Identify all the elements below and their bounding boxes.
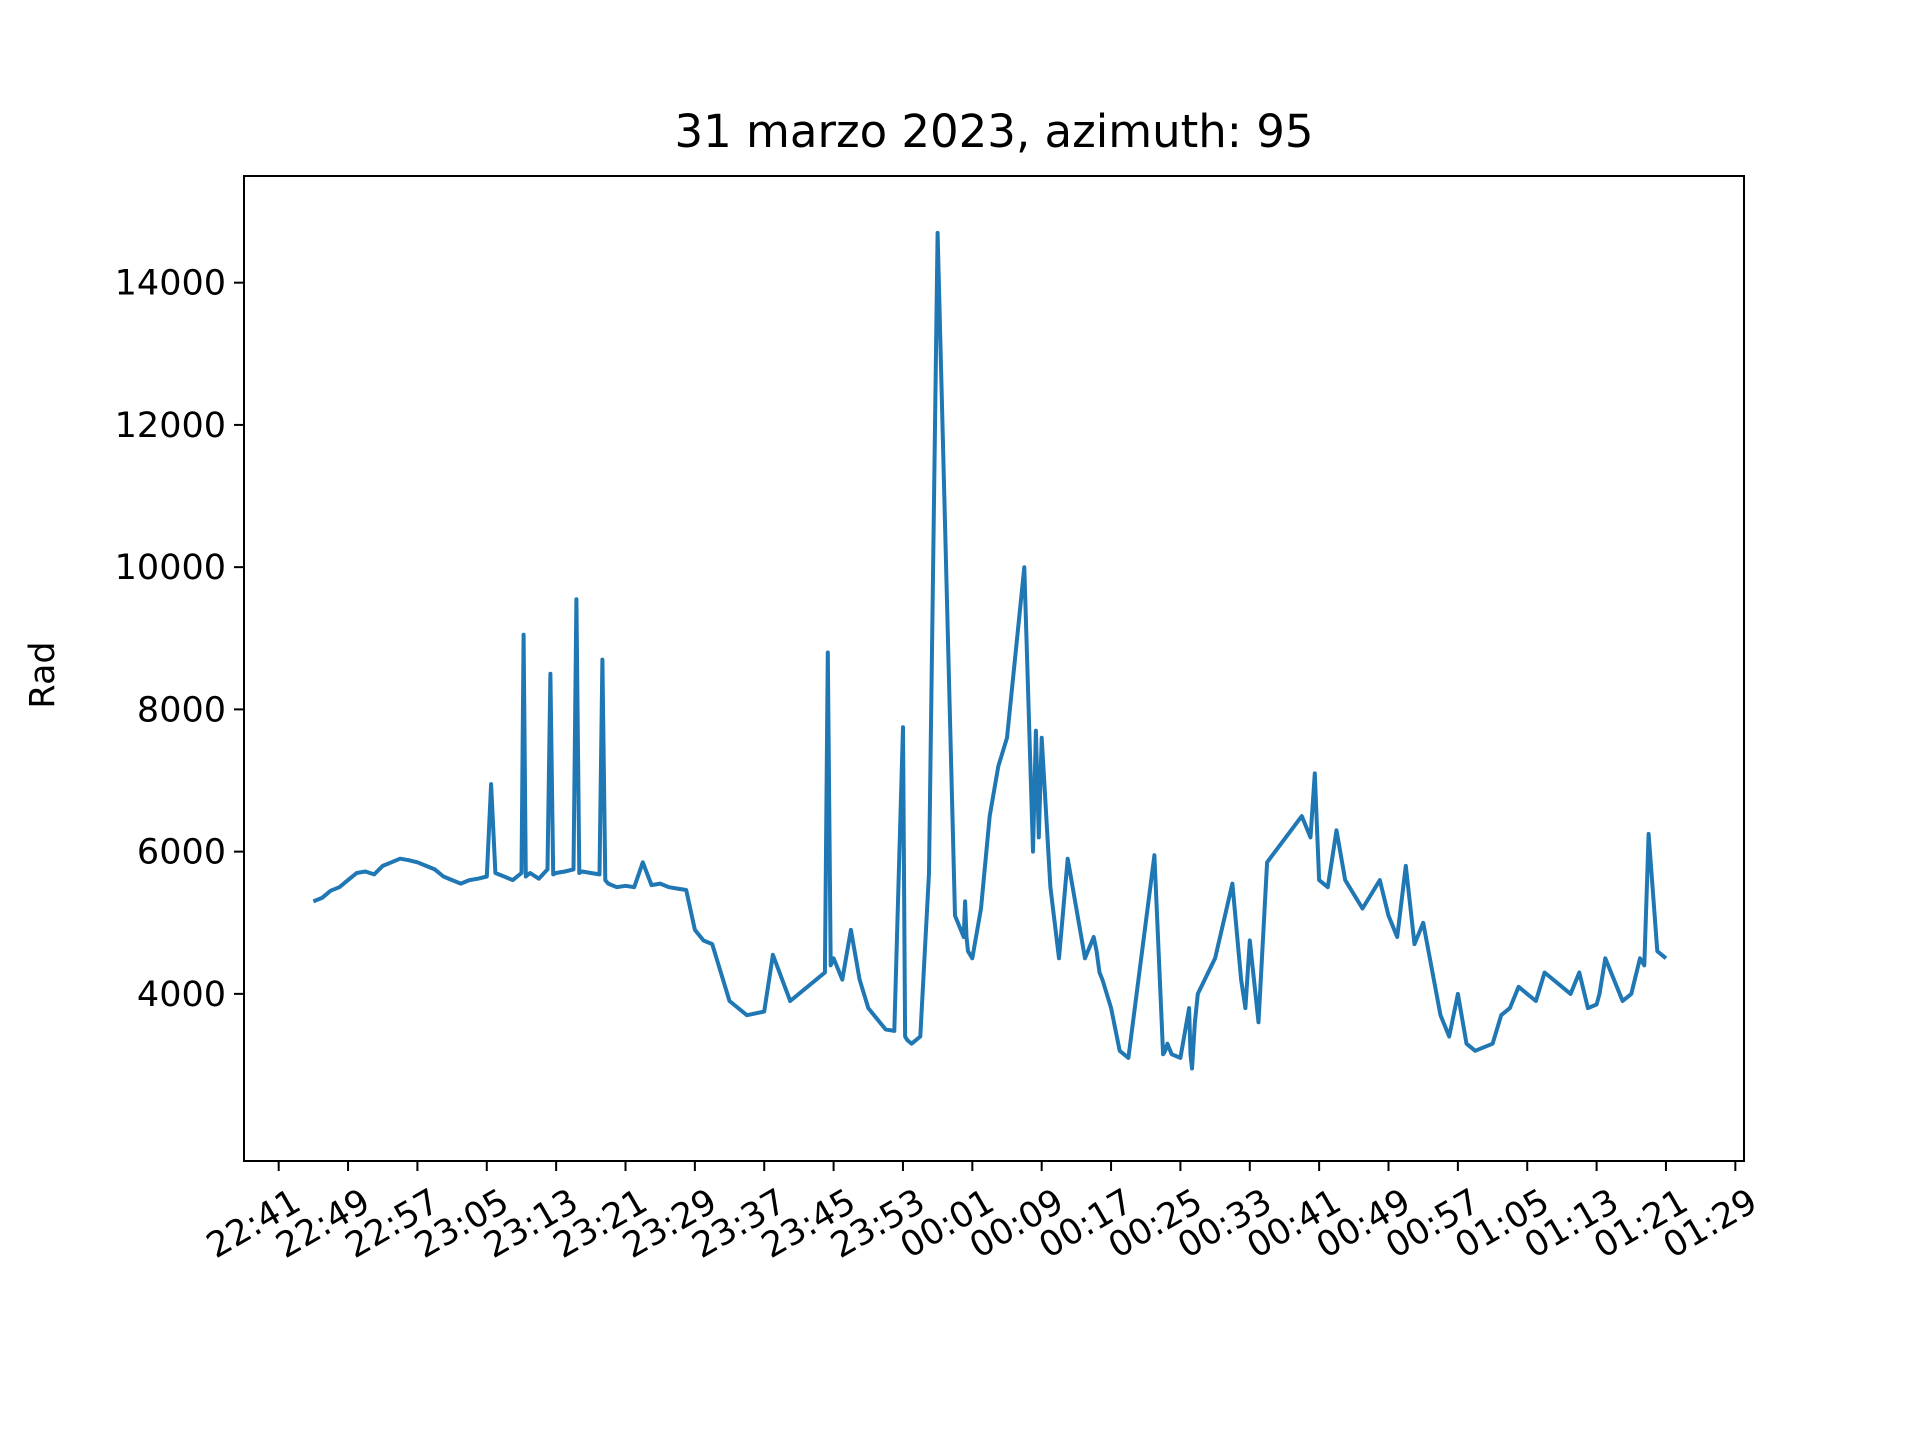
y-axis-label: Rad — [23, 641, 63, 708]
y-tick-label: 10000 — [115, 548, 226, 588]
series-layer — [312, 230, 1668, 1071]
y-tick-label: 4000 — [137, 975, 226, 1015]
plot-frame — [243, 175, 1745, 1162]
series-line — [312, 230, 1668, 1071]
y-tick-label: 6000 — [137, 833, 226, 873]
y-tick-label: 12000 — [115, 406, 226, 446]
y-tick-label: 8000 — [137, 690, 226, 730]
y-axis: 4000 6000 8000 10000 12000 14000 — [115, 264, 244, 1015]
y-tick-label: 14000 — [115, 264, 226, 304]
x-axis: 22:4122:4922:5723:0523:1323:2123:2923:37… — [200, 1161, 1764, 1267]
chart-title: 31 marzo 2023, azimuth: 95 — [674, 105, 1313, 158]
